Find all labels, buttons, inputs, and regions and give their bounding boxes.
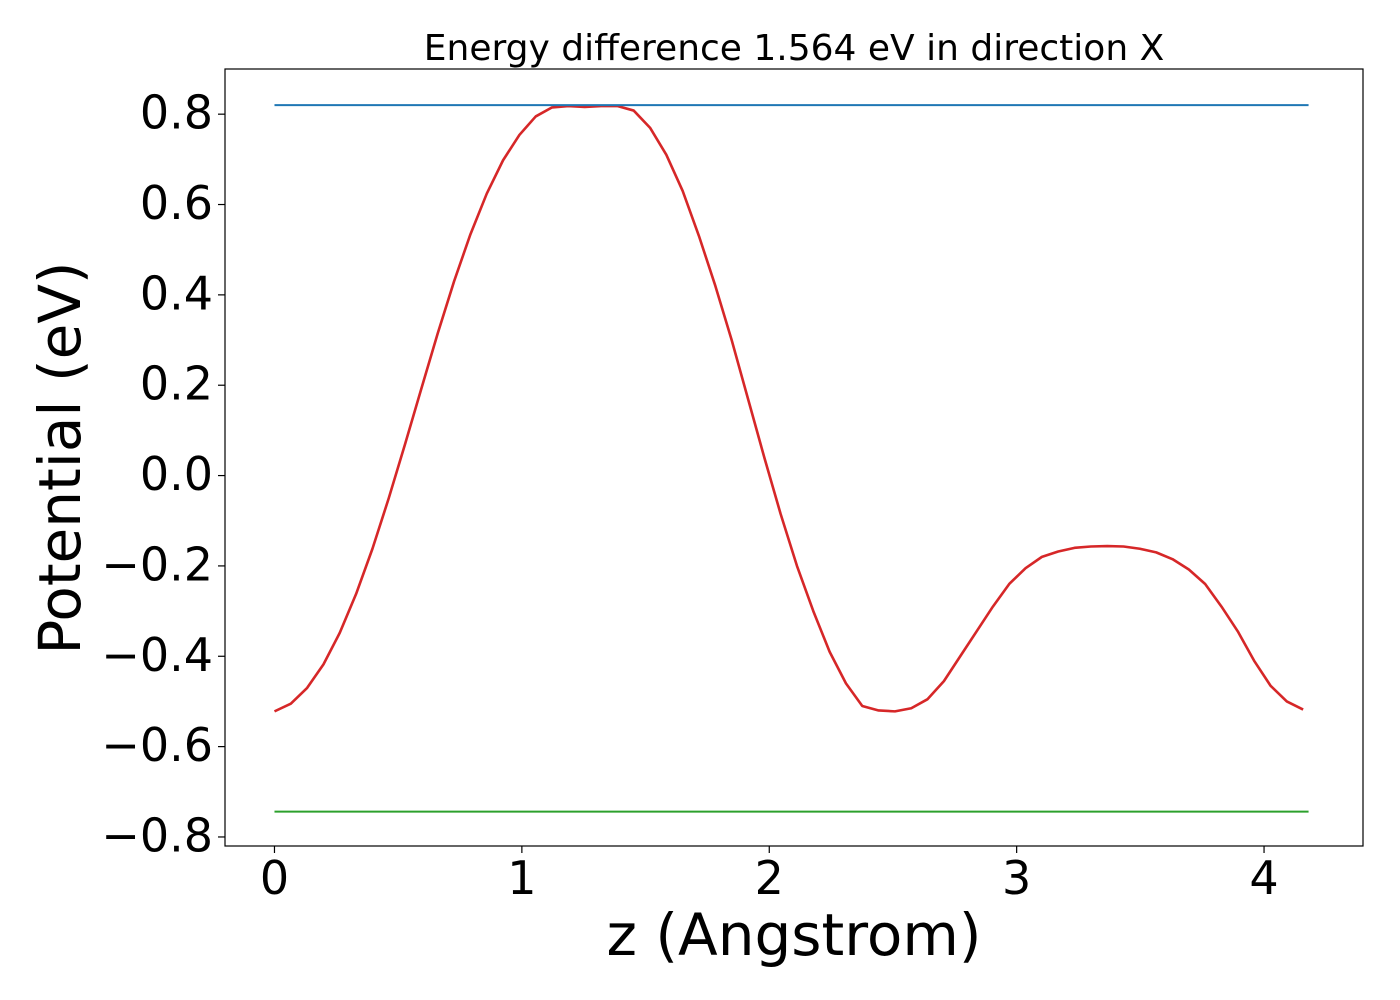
x-tick-label: 4 <box>1249 851 1278 905</box>
x-axis-label: z (Angstrom) <box>607 901 982 969</box>
y-tick-label: −0.6 <box>101 718 213 772</box>
plot-area <box>273 104 1309 813</box>
x-tick-label: 2 <box>755 851 784 905</box>
x-tick-label: 3 <box>1002 851 1031 905</box>
y-axis-ticks: −0.8 −0.6 −0.4 −0.2 0.0 0.2 0.4 0.6 0.8 <box>101 86 225 862</box>
chart-title: Energy difference 1.564 eV in direction … <box>424 28 1165 69</box>
y-tick-label: −0.2 <box>101 537 213 591</box>
x-axis-ticks: 0 1 2 3 4 <box>260 846 1279 905</box>
y-tick-label: 0.0 <box>140 447 213 501</box>
y-tick-label: −0.4 <box>101 628 213 682</box>
plot-frame <box>224 68 1364 847</box>
y-axis-label: Potential (eV) <box>26 261 94 654</box>
y-tick-label: 0.8 <box>140 86 213 140</box>
x-tick-label: 0 <box>260 851 289 905</box>
y-tick-label: 0.2 <box>140 357 213 411</box>
y-tick-label: 0.6 <box>140 176 213 230</box>
y-tick-label: 0.4 <box>140 266 213 320</box>
x-tick-label: 1 <box>507 851 536 905</box>
series-line-0 <box>273 104 1304 713</box>
y-tick-label: −0.8 <box>101 808 213 862</box>
